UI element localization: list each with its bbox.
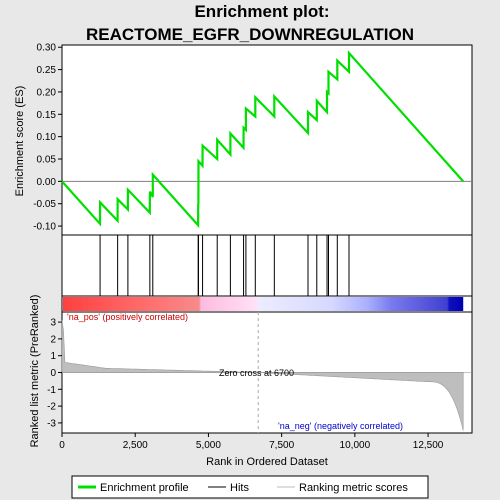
x-tick-label: 5,000 [196,440,221,451]
metric-tick-label: -2 [47,402,56,413]
x-tick-label: 12,500 [413,440,444,451]
negative-correlation-label: 'na_neg' (negatively correlated) [278,421,403,431]
zero-cross-label: Zero cross at 6700 [219,368,294,378]
es-tick-label: -0.10 [33,222,56,233]
x-axis-ticks: 0 2,500 5,000 7,500 10,000 12,500 [59,433,444,451]
es-tick-label: 0.10 [37,132,57,143]
legend-hits-label: Hits [230,482,249,494]
metric-tick-label: -1 [47,385,56,396]
chart-title-line2: REACTOME_EGFR_DOWNREGULATION [86,25,414,44]
metric-tick-label: 0 [50,368,56,379]
es-tick-label: 0.20 [37,87,57,98]
es-panel [61,44,473,236]
enrichment-profile-line [61,50,465,229]
es-tick-label: 0.25 [37,65,57,76]
metric-axis-ticks: -3 -2 -1 0 1 2 3 [47,318,62,429]
metric-y-axis-label: Ranked list metric (PreRanked) [29,295,41,448]
legend-box [71,475,429,499]
x-axis-label: Rank in Ordered Dataset [206,456,328,468]
es-tick-label: 0.00 [37,177,57,188]
legend: Enrichment profile Hits Ranking metric s… [71,475,429,499]
colorbar-fill [63,297,464,311]
positive-correlation-label: 'na_pos' (positively correlated) [67,312,188,322]
enrichment-profile-layer [61,50,465,229]
es-tick-label: -0.05 [33,199,56,210]
metric-tick-label: 3 [50,318,56,329]
rank-colorbar [63,297,464,311]
x-tick-label: 10,000 [340,440,371,451]
metric-tick-label: -3 [47,418,56,429]
es-tick-label: 0.15 [37,110,57,121]
metric-tick-label: 2 [50,334,56,345]
es-axis-ticks: -0.10 -0.05 0.00 0.05 0.10 0.15 0.20 0.25 0.30 [33,43,62,233]
legend-profile-label: Enrichment profile [100,482,189,494]
hit-marks-layer [99,235,350,296]
legend-metric-label: Ranking metric scores [299,482,408,494]
es-tick-label: 0.05 [37,155,57,166]
chart-title-line1: Enrichment plot: [194,2,329,21]
x-tick-label: 7,500 [269,440,294,451]
x-tick-label: 0 [59,440,65,451]
hits-panel [61,234,473,297]
metric-tick-label: 1 [50,351,56,362]
es-tick-label: 0.30 [37,43,57,54]
x-tick-label: 2,500 [123,440,148,451]
ranking-metric-layer [61,312,472,433]
es-y-axis-label: Enrichment score (ES) [14,86,26,197]
